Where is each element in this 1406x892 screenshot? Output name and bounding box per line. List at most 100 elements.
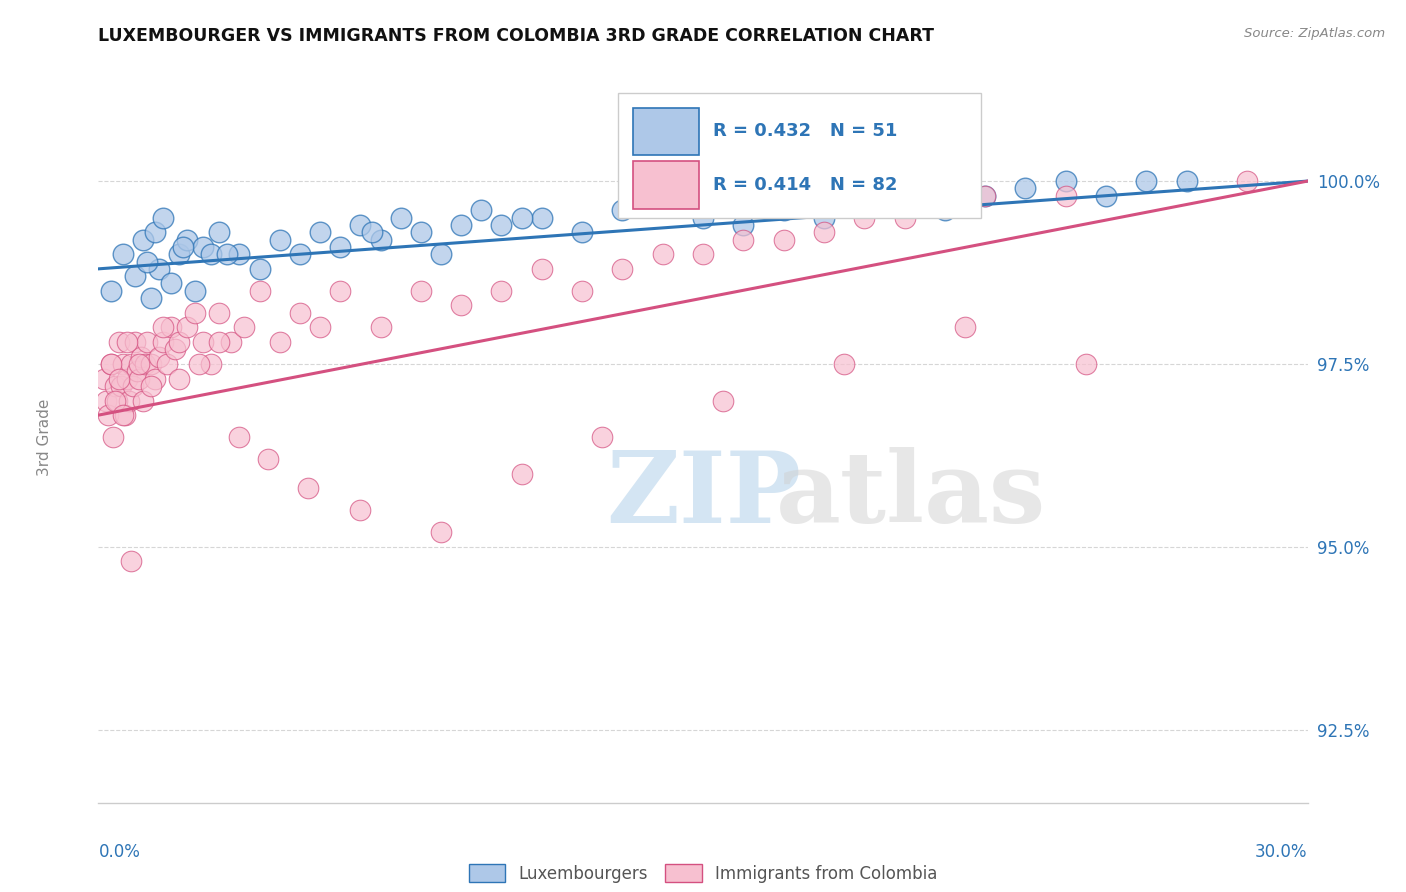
- Point: [105, 393, 128, 408]
- Point: [184, 306, 207, 320]
- Text: 0.0%: 0.0%: [98, 843, 141, 861]
- Point: [389, 211, 412, 225]
- Point: [167, 371, 190, 385]
- Point: [733, 233, 755, 247]
- Point: [772, 233, 794, 247]
- Text: atlas: atlas: [776, 447, 1046, 544]
- Point: [129, 350, 152, 364]
- Point: [370, 320, 392, 334]
- Point: [1054, 174, 1077, 188]
- Point: [409, 225, 432, 239]
- Point: [208, 334, 231, 349]
- Point: [114, 408, 136, 422]
- Point: [107, 334, 129, 349]
- Point: [128, 371, 150, 385]
- Point: [297, 481, 319, 495]
- Point: [510, 467, 533, 481]
- Point: [309, 320, 332, 334]
- Point: [813, 211, 835, 225]
- Point: [256, 452, 278, 467]
- Point: [1054, 188, 1077, 202]
- Point: [1014, 181, 1036, 195]
- Point: [132, 393, 155, 408]
- FancyBboxPatch shape: [633, 161, 699, 209]
- Point: [711, 393, 734, 408]
- Point: [139, 379, 162, 393]
- Point: [100, 284, 122, 298]
- Point: [349, 503, 371, 517]
- Legend: Luxembourgers, Immigrants from Colombia: Luxembourgers, Immigrants from Colombia: [463, 857, 943, 889]
- Point: [893, 188, 915, 202]
- Point: [1175, 174, 1198, 188]
- Point: [135, 254, 157, 268]
- Point: [309, 225, 332, 239]
- Point: [288, 306, 311, 320]
- Point: [120, 554, 142, 568]
- Point: [193, 240, 215, 254]
- Point: [934, 203, 956, 218]
- Point: [853, 196, 876, 211]
- Point: [121, 379, 143, 393]
- Point: [269, 233, 291, 247]
- Text: LUXEMBOURGER VS IMMIGRANTS FROM COLOMBIA 3RD GRADE CORRELATION CHART: LUXEMBOURGER VS IMMIGRANTS FROM COLOMBIA…: [98, 27, 935, 45]
- Point: [733, 218, 755, 232]
- Point: [167, 247, 190, 261]
- Point: [612, 261, 634, 276]
- Point: [349, 218, 371, 232]
- Point: [148, 261, 170, 276]
- Point: [135, 334, 157, 349]
- Point: [101, 430, 124, 444]
- Point: [208, 306, 231, 320]
- Point: [97, 408, 120, 422]
- Point: [100, 357, 122, 371]
- Point: [118, 393, 141, 408]
- Point: [156, 357, 179, 371]
- Point: [510, 211, 533, 225]
- Point: [124, 269, 146, 284]
- Point: [288, 247, 311, 261]
- Point: [163, 343, 186, 357]
- Point: [591, 430, 613, 444]
- Point: [110, 379, 132, 393]
- Point: [228, 247, 250, 261]
- Point: [651, 196, 673, 211]
- Point: [491, 218, 513, 232]
- Point: [217, 247, 239, 261]
- Point: [132, 233, 155, 247]
- Point: [491, 284, 513, 298]
- Point: [139, 291, 162, 305]
- Point: [651, 247, 673, 261]
- Point: [208, 225, 231, 239]
- Point: [103, 393, 125, 408]
- Point: [853, 211, 876, 225]
- Point: [470, 203, 492, 218]
- Text: ZIP: ZIP: [606, 447, 801, 544]
- Point: [96, 393, 118, 408]
- Point: [1135, 174, 1157, 188]
- Point: [188, 357, 211, 371]
- Point: [134, 357, 156, 371]
- Point: [172, 240, 194, 254]
- Point: [953, 320, 976, 334]
- Point: [974, 188, 997, 202]
- Text: R = 0.432   N = 51: R = 0.432 N = 51: [713, 122, 897, 140]
- FancyBboxPatch shape: [633, 108, 699, 155]
- Point: [530, 261, 553, 276]
- Point: [832, 357, 855, 371]
- Point: [329, 240, 352, 254]
- Point: [176, 233, 198, 247]
- Point: [139, 357, 162, 371]
- Point: [160, 320, 183, 334]
- Point: [772, 203, 794, 218]
- Point: [93, 371, 115, 385]
- Point: [329, 284, 352, 298]
- Text: 3rd Grade: 3rd Grade: [37, 399, 52, 475]
- Text: R = 0.414   N = 82: R = 0.414 N = 82: [713, 176, 897, 194]
- Point: [1074, 357, 1097, 371]
- Point: [974, 188, 997, 202]
- Point: [120, 357, 142, 371]
- Point: [184, 284, 207, 298]
- Point: [111, 408, 134, 422]
- Point: [111, 357, 134, 371]
- Point: [152, 211, 174, 225]
